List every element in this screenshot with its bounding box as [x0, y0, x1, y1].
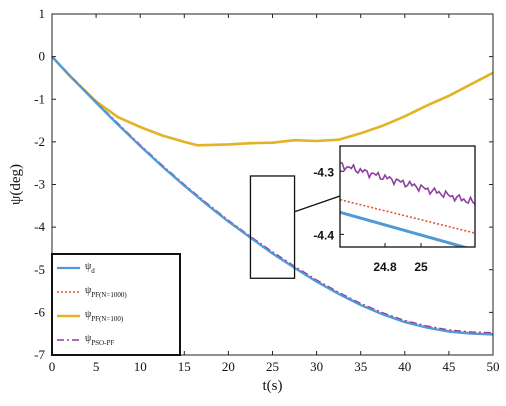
y-axis-label: ψ(deg): [8, 164, 24, 205]
inset-series-line-0: [340, 210, 470, 247]
y-tick-label: -1: [34, 91, 45, 106]
x-tick-label: 40: [398, 359, 411, 374]
x-tick-label: 15: [178, 359, 191, 374]
series-line-3: [51, 56, 494, 334]
series-line-0: [51, 55, 494, 336]
y-tick-label: -7: [34, 347, 45, 362]
y-tick-label: -3: [34, 177, 45, 192]
inset-series-line-1: [340, 198, 475, 234]
inset-series-line-2: [340, 162, 475, 205]
x-tick-label: 45: [442, 359, 455, 374]
zoom-region-box: [249, 175, 296, 279]
legend-label-0: ψd: [85, 261, 95, 275]
x-tick-label: 20: [222, 359, 235, 374]
inset-y-tick-label: -4.3: [313, 165, 334, 179]
legend-label-3: ψPSO-PF: [85, 333, 114, 347]
inset-x-tick-label: 24.8: [373, 260, 397, 274]
x-tick-label: 10: [134, 359, 147, 374]
x-tick-label: 50: [487, 359, 500, 374]
legend-label-2: ψPF(N=100): [85, 309, 124, 323]
series-line-2: [51, 55, 494, 147]
y-tick-label: -2: [34, 134, 45, 149]
legend-label-1: ψPF(N=1000): [85, 285, 127, 299]
y-tick-label: 1: [39, 6, 46, 21]
inset-x-tick-label: 25: [414, 260, 428, 274]
x-tick-label: 0: [49, 359, 56, 374]
legend-box: [51, 253, 181, 356]
y-tick-label: -5: [34, 262, 45, 277]
x-tick-label: 30: [310, 359, 323, 374]
x-tick-label: 5: [93, 359, 100, 374]
zoom-connector-line: [294, 195, 341, 213]
inset-frame: [339, 145, 476, 248]
x-tick-label: 35: [354, 359, 367, 374]
x-axis-label: t(s): [263, 378, 283, 394]
y-tick-label: -6: [34, 304, 45, 319]
y-tick-label: 0: [39, 49, 46, 64]
y-tick-label: -4: [34, 219, 45, 234]
inset-y-tick-label: -4.4: [313, 228, 334, 242]
x-tick-label: 25: [266, 359, 279, 374]
